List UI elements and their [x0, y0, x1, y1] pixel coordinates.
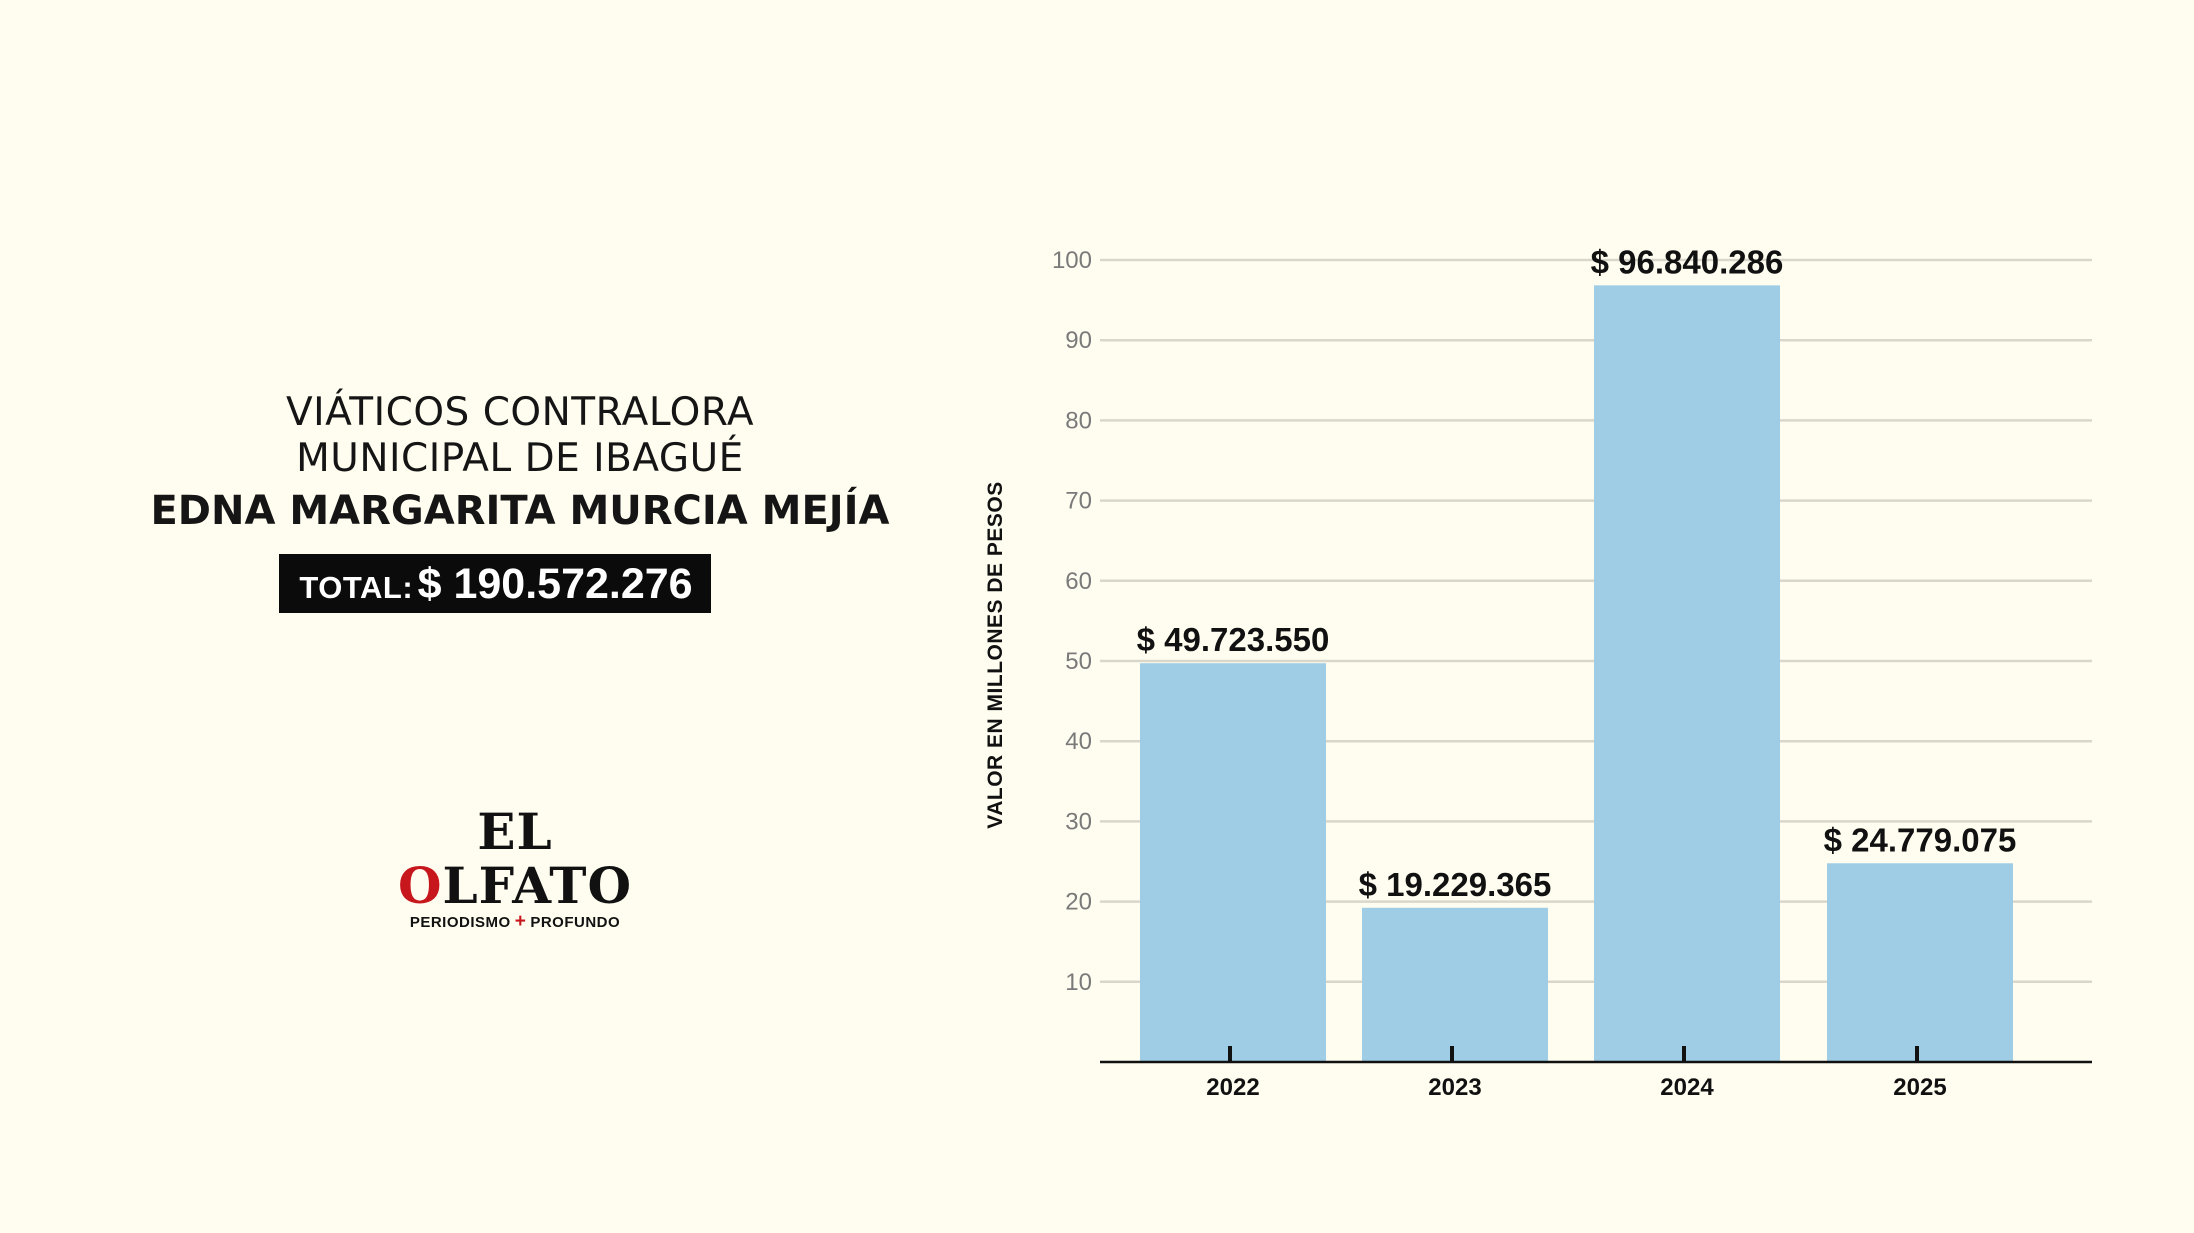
axes	[1100, 1046, 2092, 1064]
data-label-2025: $ 24.779.075	[1824, 821, 2017, 858]
tagline-profundo: PROFUNDO	[530, 914, 621, 931]
x-tick-label-2024: 2024	[1660, 1074, 1714, 1101]
x-tick-label-2022: 2022	[1206, 1074, 1259, 1101]
data-label-2024: $ 96.840.286	[1591, 243, 1784, 280]
total-label: TOTAL:	[299, 570, 414, 605]
title-line-2: MUNICIPAL DE IBAGUÉ	[296, 436, 744, 481]
chart-heading: VIÁTICOS CONTRALORA MUNICIPAL DE IBAGUÉ …	[120, 390, 920, 613]
y-tick-label-90: 90	[1065, 327, 1092, 354]
bar-2024	[1594, 285, 1780, 1062]
y-tick-label-20: 20	[1065, 889, 1092, 916]
x-tick-label-2023: 2023	[1428, 1074, 1481, 1101]
official-name: EDNA MARGARITA MURCIA MEJÍA	[150, 488, 890, 534]
y-tick-label-10: 10	[1065, 969, 1092, 996]
y-tick-label-30: 30	[1065, 808, 1092, 835]
logo-red-o: O	[397, 856, 443, 915]
total-badge: TOTAL: $ 190.572.276	[279, 554, 711, 613]
y-tick-label-60: 60	[1065, 568, 1092, 595]
y-tick-label-70: 70	[1065, 488, 1092, 515]
data-label-2023: $ 19.229.365	[1359, 866, 1552, 903]
bar-2023	[1362, 907, 1548, 1062]
tagline-periodismo: PERIODISMO	[409, 914, 511, 931]
x-tick-label-2025: 2025	[1893, 1074, 1946, 1101]
y-tick-label-80: 80	[1065, 407, 1092, 434]
y-tick-label-100: 100	[1052, 247, 1092, 274]
logo-word-lfato: LFATO	[442, 856, 633, 915]
logo-tagline: PERIODISMO + PROFUNDO	[365, 911, 665, 933]
total-value: $ 190.572.276	[417, 560, 693, 608]
title-line-1: VIÁTICOS CONTRALORA	[285, 390, 755, 435]
logo-word-el: EL	[477, 802, 553, 861]
bar-2025	[1827, 863, 2013, 1062]
bars	[1140, 285, 2013, 1062]
bar-2022	[1140, 663, 1326, 1062]
tagline-plus-icon: +	[514, 911, 527, 932]
y-tick-label-40: 40	[1065, 728, 1092, 755]
el-olfato-logo: EL OLFATO PERIODISMO + PROFUNDO	[365, 805, 665, 933]
logo-wordmark: EL OLFATO	[365, 805, 665, 913]
labels: 10 20 30 40 50 60 70 80 90 100 $ 49.723.550 2022 $ 1…	[1052, 243, 2016, 1101]
y-tick-label-50: 50	[1065, 648, 1092, 675]
y-axis-label: VALOR EN MILLONES DE PESOS	[984, 481, 1007, 828]
data-label-2022: $ 49.723.550	[1137, 621, 1330, 658]
